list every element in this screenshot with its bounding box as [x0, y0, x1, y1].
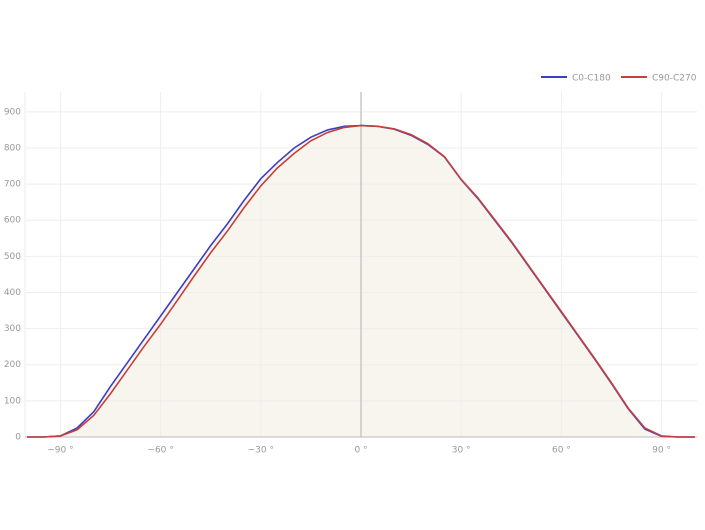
x-tick-label: −60 °: [147, 446, 173, 456]
x-tick-label: 60 °: [552, 446, 571, 456]
x-tick-label: 30 °: [452, 446, 471, 456]
x-tick-label: −30 °: [248, 446, 274, 456]
y-tick-label: 200: [4, 360, 21, 370]
y-tick-label: 100: [4, 396, 21, 406]
y-tick-label: 300: [4, 324, 21, 334]
y-tick-label: 0: [15, 433, 21, 443]
y-tick-label: 800: [4, 143, 21, 153]
y-tick-label: 600: [4, 216, 21, 226]
legend-label: C0-C180: [572, 74, 611, 84]
line: [27, 124, 695, 438]
y-tick-label: 500: [4, 252, 21, 262]
x-tick-label: 90 °: [652, 446, 671, 456]
legend-label: C90-C270: [652, 74, 697, 84]
x-tick-label: 0 °: [354, 446, 367, 456]
x-tick-label: −90 °: [47, 446, 73, 456]
y-tick-label: 700: [4, 180, 21, 190]
y-tick-label: 400: [4, 288, 21, 298]
y-tick-label: 900: [4, 107, 21, 117]
